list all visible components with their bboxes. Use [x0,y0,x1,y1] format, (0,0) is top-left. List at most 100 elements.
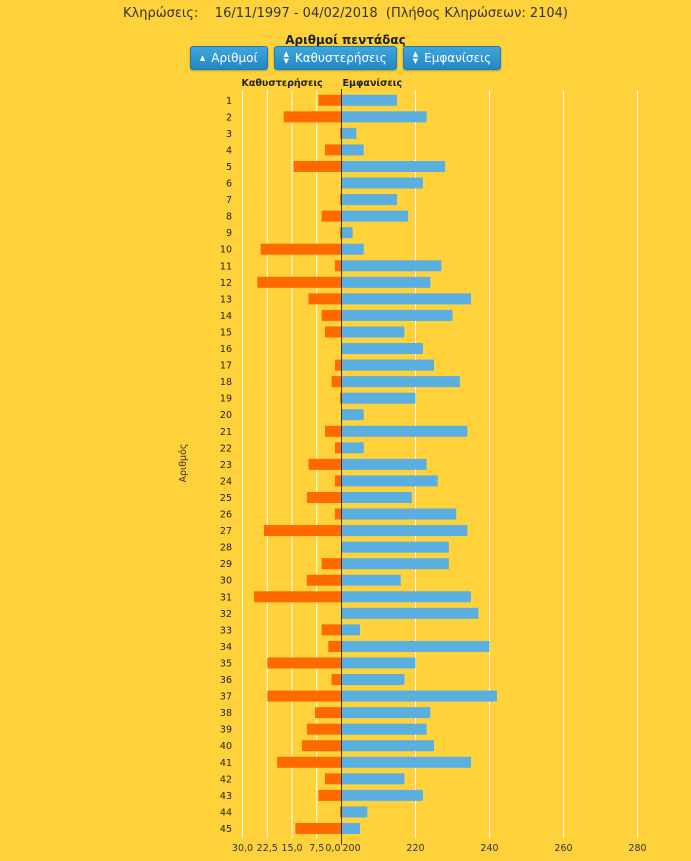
delay-bar-13 [308,293,342,305]
category-label-30: 30 [220,576,232,587]
delay-bar-25 [306,491,342,503]
delay-bar-22 [334,442,342,454]
x-tick-left: 22,5 [257,843,278,854]
category-label-43: 43 [220,791,232,802]
category-label-16: 16 [220,344,232,355]
appearance-bar-1 [341,94,397,106]
appearance-bar-13 [341,293,471,305]
category-label-7: 7 [226,195,232,206]
appearance-bar-4 [341,144,364,156]
draws-label: Κληρώσεις: [122,6,199,21]
appearance-bar-31 [341,591,471,603]
delay-bar-44 [339,806,342,818]
appearance-bar-14 [341,309,453,321]
sort-toolbar: ▲ Αριθμοί ▲ ▼ Καθυστερήσεις ▲ ▼ Εμφανίσεις [0,46,691,70]
appearance-bar-7 [341,194,397,206]
delay-bar-7 [339,194,342,206]
draw-info: Κληρώσεις: 16/11/1997 - 04/02/2018 (Πλήθ… [0,6,691,21]
category-label-29: 29 [220,559,232,570]
delay-bar-2 [283,111,342,123]
appearance-bar-43 [341,789,423,801]
appearance-bar-32 [341,607,479,619]
x-tick-right: 260 [554,843,572,854]
category-label-15: 15 [220,327,232,338]
category-label-11: 11 [220,261,232,272]
delay-bar-34 [328,640,342,652]
appearance-bar-23 [341,458,427,470]
appearance-bar-12 [341,276,431,288]
x-tick-right: 240 [480,843,498,854]
appearance-bar-22 [341,442,364,454]
sort-by-number-label: Αριθμοί [211,51,258,65]
sort-by-appearances-button[interactable]: ▲ ▼ Εμφανίσεις [402,46,502,70]
category-label-35: 35 [220,658,232,669]
category-label-1: 1 [226,96,232,107]
x-tick-left: 30,0 [232,843,253,854]
sort-icon: ▲ ▼ [283,50,289,65]
category-label-13: 13 [220,294,232,305]
x-tick-left: 0,0 [325,843,340,854]
y-axis-label: Αριθμός [178,444,189,483]
category-label-28: 28 [220,543,232,554]
sort-by-delays-button[interactable]: ▲ ▼ Καθυστερήσεις [273,46,397,70]
appearance-bar-28 [341,541,449,553]
appearance-bar-35 [341,657,416,669]
category-label-42: 42 [220,774,232,785]
appearance-bar-33 [341,624,360,636]
x-tick-right: 200 [343,843,361,854]
appearance-bar-37 [341,690,497,702]
delay-bar-35 [267,657,342,669]
category-label-41: 41 [220,758,232,769]
appearance-bar-21 [341,425,468,437]
delay-bar-21 [325,425,342,437]
appearance-bar-6 [341,177,423,189]
appearance-bar-38 [341,707,431,719]
category-label-6: 6 [226,179,232,190]
delay-bar-24 [334,475,342,487]
appearance-bar-44 [341,806,368,818]
delay-bar-11 [334,260,342,272]
category-label-24: 24 [220,476,232,487]
appearance-bar-19 [341,392,416,404]
date-range: 16/11/1997 - 04/02/2018 [214,6,378,21]
appearance-bar-11 [341,260,442,272]
appearance-bar-18 [341,376,460,388]
category-label-26: 26 [220,510,232,521]
category-label-31: 31 [220,592,232,603]
sort-by-number-button[interactable]: ▲ Αριθμοί [189,46,268,70]
sort-icon: ▲ ▼ [412,50,419,65]
category-label-27: 27 [220,526,232,537]
category-label-22: 22 [220,443,232,454]
category-label-20: 20 [220,410,232,421]
category-label-21: 21 [220,427,232,438]
delay-bar-41 [277,756,342,768]
category-label-38: 38 [220,708,232,719]
appearance-bar-45 [341,822,360,834]
category-label-40: 40 [220,741,232,752]
appearance-bar-10 [341,243,364,255]
category-label-17: 17 [220,361,232,372]
category-label-45: 45 [220,824,232,835]
appearance-bar-5 [341,160,446,172]
delay-bar-26 [334,508,342,520]
category-label-14: 14 [220,311,232,322]
category-label-4: 4 [226,145,232,156]
appearance-bar-8 [341,210,409,222]
appearance-bar-26 [341,508,457,520]
delay-bar-38 [315,707,342,719]
delay-bar-9 [339,227,342,239]
appearance-bar-17 [341,359,434,371]
category-label-5: 5 [226,162,232,173]
appearance-bar-40 [341,740,434,752]
delay-bar-40 [301,740,342,752]
appearance-bar-20 [341,409,364,421]
category-label-10: 10 [220,245,232,256]
delay-bar-31 [254,591,342,603]
category-label-23: 23 [220,460,232,471]
appearance-bar-42 [341,773,405,785]
x-tick-right: 280 [628,843,646,854]
delay-bar-43 [318,789,342,801]
appearance-bar-25 [341,491,412,503]
category-label-18: 18 [220,377,232,388]
delay-bar-14 [321,309,342,321]
